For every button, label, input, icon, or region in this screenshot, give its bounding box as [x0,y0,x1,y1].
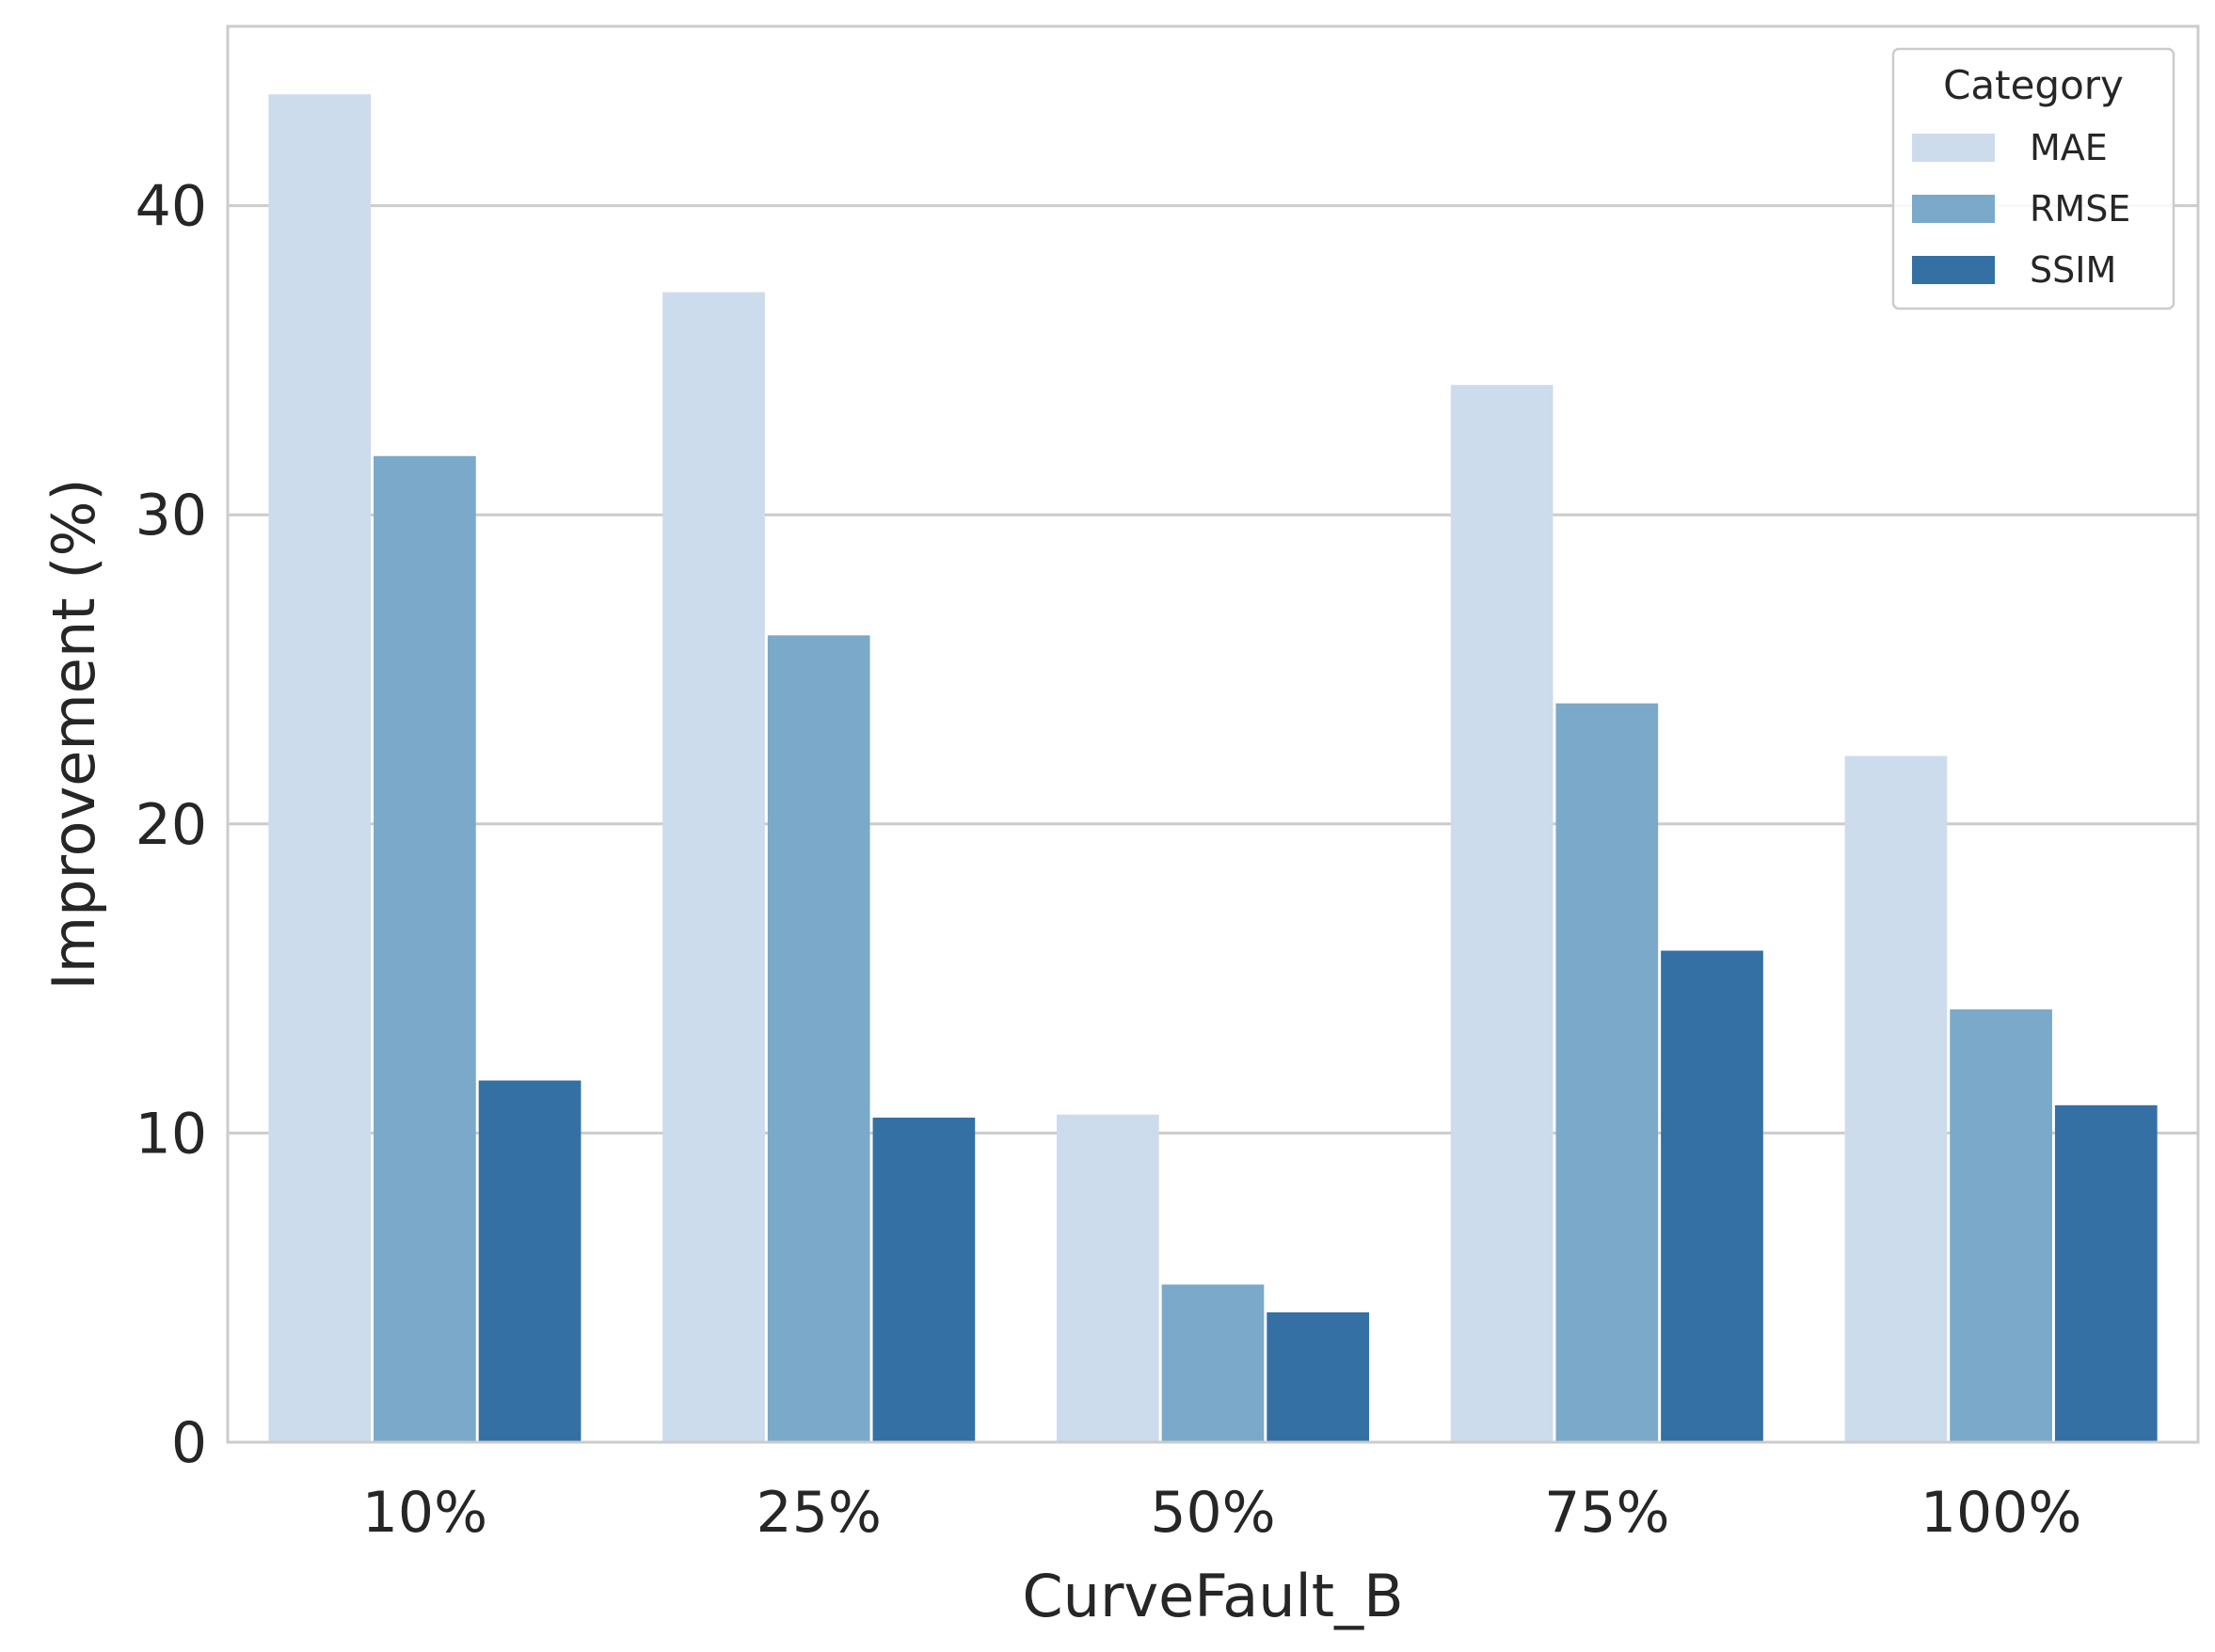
legend-label-mae: MAE [2030,127,2108,168]
plot-frame [226,24,2200,1444]
bar-rmse-25pct [767,635,870,1442]
bar-rmse-100pct [1950,1009,2052,1442]
bar-rmse-10pct [374,455,476,1443]
bar-mae-50pct [1056,1114,1159,1442]
bar-rmse-75pct [1555,703,1659,1442]
bar-ssim-25pct [872,1117,976,1442]
x-tick-label: 10% [362,1480,487,1546]
y-tick-label: 30 [135,483,207,548]
x-tick-label: 100% [1920,1480,2082,1546]
y-tick-label: 40 [135,174,207,240]
legend: Category MAE RMSE SSIM [1891,47,2175,310]
bar-mae-75pct [1450,385,1554,1442]
bar-mae-10pct [268,94,372,1442]
y-tick-labels: 0 10 20 30 40 [135,174,207,1476]
bar-ssim-50pct [1267,1311,1370,1442]
x-tick-labels: 10% 25% 50% 75% 100% [362,1480,2082,1546]
bar-rmse-50pct [1161,1284,1265,1442]
x-tick-label: 25% [757,1480,882,1546]
x-axis-title: CurveFault_B [1022,1562,1403,1630]
legend-swatch-rmse [1912,195,1995,223]
bar-ssim-10pct [478,1080,582,1442]
bar-mae-25pct [662,292,765,1442]
bar-mae-100pct [1844,755,1948,1442]
bars [268,94,2158,1443]
x-tick-label: 50% [1150,1480,1275,1546]
legend-label-ssim: SSIM [2030,249,2116,291]
bar-ssim-75pct [1661,950,1763,1442]
y-axis-title: Improvement (%) [40,478,108,990]
legend-box [1891,47,2175,310]
legend-items: MAE RMSE SSIM [1912,127,2130,291]
legend-label-rmse: RMSE [2030,188,2130,230]
y-tick-label: 20 [135,792,207,858]
x-tick-label: 75% [1544,1480,1669,1546]
legend-swatch-mae [1912,134,1995,162]
legend-title: Category [1943,62,2124,108]
y-tick-label: 0 [171,1410,207,1476]
legend-swatch-ssim [1912,256,1995,284]
bar-ssim-100pct [2054,1104,2158,1442]
y-tick-label: 10 [135,1101,207,1167]
